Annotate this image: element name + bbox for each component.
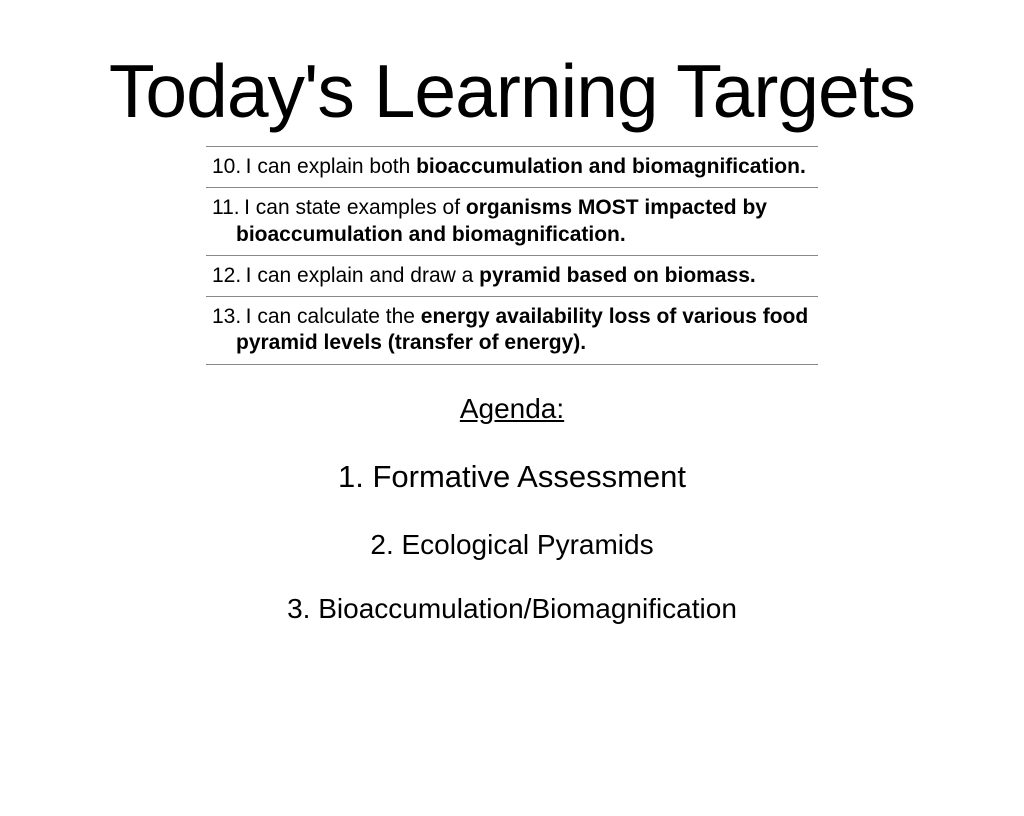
target-bold-text: bioaccumulation and biomagnification.	[416, 155, 806, 178]
page-title: Today's Learning Targets	[0, 48, 1024, 134]
target-row: 10. I can explain both bioaccumulation a…	[206, 147, 818, 188]
learning-targets-table: 10. I can explain both bioaccumulation a…	[206, 146, 818, 365]
target-number: 10.	[212, 155, 241, 178]
target-row: 13. I can calculate the energy availabil…	[206, 297, 818, 365]
target-lead-text: I can explain and draw a	[246, 264, 479, 287]
target-number: 13.	[212, 305, 241, 328]
agenda-item: 3. Bioaccumulation/Biomagnification	[0, 593, 1024, 625]
target-row: 12. I can explain and draw a pyramid bas…	[206, 256, 818, 297]
target-bold-text: pyramid based on biomass.	[479, 264, 756, 287]
agenda-item: 1. Formative Assessment	[0, 459, 1024, 495]
target-row: 11. I can state examples of organisms MO…	[206, 188, 818, 256]
target-lead-text: I can calculate the	[246, 305, 421, 328]
target-lead-text: I can state examples of	[244, 196, 466, 219]
agenda-item: 2. Ecological Pyramids	[0, 529, 1024, 561]
agenda-heading: Agenda:	[0, 393, 1024, 425]
target-number: 12.	[212, 264, 241, 287]
target-lead-text: I can explain both	[246, 155, 416, 178]
target-number: 11.	[212, 196, 240, 219]
